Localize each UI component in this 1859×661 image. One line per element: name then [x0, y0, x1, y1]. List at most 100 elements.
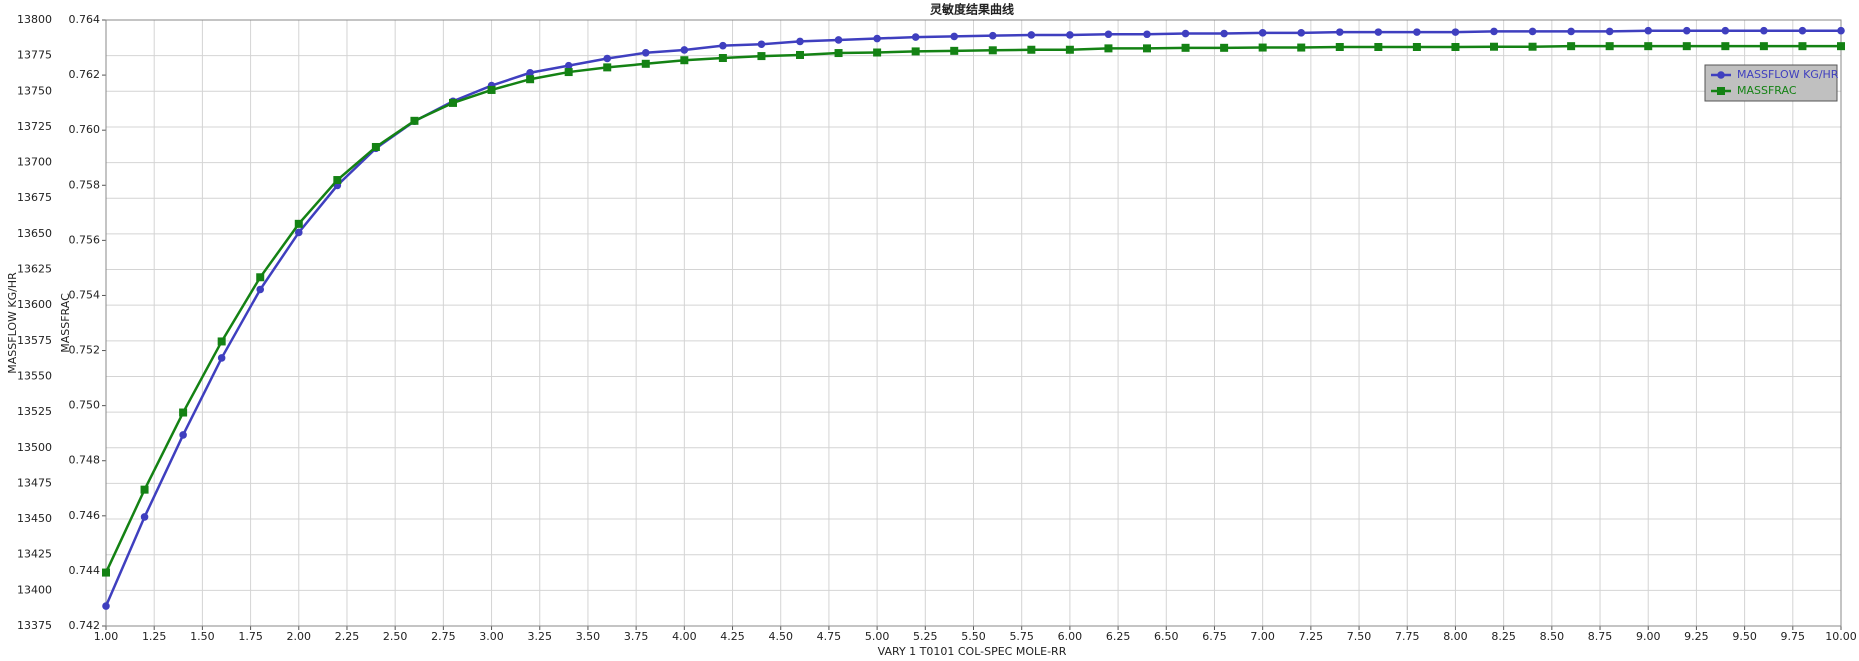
- marker: [1258, 29, 1267, 37]
- marker: [1605, 42, 1614, 51]
- marker: [796, 37, 804, 46]
- marker: [1567, 42, 1576, 51]
- x-tick-label: 5.75: [1009, 630, 1034, 643]
- marker: [1374, 42, 1383, 51]
- x-tick-label: 2.00: [287, 630, 312, 643]
- marker: [294, 228, 303, 237]
- marker: [140, 485, 149, 494]
- marker: [1297, 29, 1306, 37]
- marker: [140, 513, 149, 521]
- marker: [217, 354, 226, 362]
- y-tick-label: 13650: [17, 227, 52, 240]
- marker: [1567, 27, 1575, 36]
- marker: [179, 408, 188, 417]
- marker: [834, 36, 843, 44]
- marker: [1721, 42, 1730, 51]
- marker: [1258, 43, 1267, 52]
- x-tick-label: 4.25: [720, 630, 745, 643]
- x-tick-label: 6.25: [1106, 630, 1131, 643]
- y2-tick-label: 0.760: [69, 123, 101, 136]
- marker: [256, 285, 265, 294]
- x-tick-label: 2.25: [335, 630, 360, 643]
- marker: [371, 142, 380, 151]
- marker: [1065, 45, 1074, 54]
- marker: [1220, 43, 1229, 52]
- legend-label: MASSFLOW KG/HR: [1737, 68, 1839, 81]
- marker: [603, 63, 612, 72]
- x-tick-label: 7.50: [1347, 630, 1372, 643]
- marker: [1721, 26, 1730, 35]
- marker: [1798, 42, 1807, 51]
- x-tick-label: 2.75: [431, 630, 456, 643]
- marker: [680, 56, 689, 65]
- chart-title: 灵敏度结果曲线: [930, 2, 1014, 17]
- x-tick-label: 9.50: [1732, 630, 1757, 643]
- marker: [1759, 42, 1768, 51]
- x-tick-label: 3.50: [576, 630, 601, 643]
- marker: [834, 49, 843, 58]
- marker: [1220, 29, 1228, 38]
- y2-tick-label: 0.744: [69, 564, 101, 577]
- series-line: [104, 44, 1841, 574]
- marker: [333, 176, 342, 185]
- marker: [680, 46, 689, 54]
- legend-marker: [1717, 87, 1725, 95]
- marker: [603, 54, 612, 63]
- x-tick-label: 1.50: [190, 630, 215, 643]
- marker: [1143, 30, 1151, 39]
- y-tick-label: 13475: [17, 476, 52, 489]
- y-tick-label: 13425: [17, 548, 52, 561]
- marker: [873, 48, 882, 57]
- marker: [1837, 26, 1845, 35]
- marker: [102, 602, 110, 610]
- y2-tick-label: 0.752: [69, 344, 101, 357]
- marker: [1490, 42, 1498, 51]
- x-tick-label: 5.25: [913, 630, 938, 643]
- marker: [1027, 45, 1036, 54]
- x-tick-label: 4.00: [672, 630, 697, 643]
- plot-frame: [105, 19, 1842, 627]
- marker: [179, 431, 187, 439]
- y-tick-label: 13550: [17, 369, 52, 382]
- x-tick-label: 6.75: [1202, 630, 1227, 643]
- marker: [1760, 26, 1768, 35]
- x-tick-label: 3.75: [624, 630, 649, 643]
- legend: MASSFLOW KG/HR MASSFRAC: [1704, 64, 1839, 102]
- y-tick-label: 13800: [17, 13, 52, 26]
- marker: [1412, 42, 1421, 51]
- marker: [1335, 28, 1344, 36]
- marker: [718, 54, 727, 63]
- x-tick-label: 10.00: [1825, 630, 1857, 643]
- y-tick-label: 13700: [17, 156, 52, 169]
- x-tick-label: 4.75: [817, 630, 842, 643]
- x-tick-label: 6.00: [1058, 630, 1083, 643]
- y-tick-label: 13775: [17, 49, 52, 62]
- marker: [487, 85, 496, 94]
- y-axis-label: MASSFLOW KG/HR: [6, 272, 19, 374]
- marker: [1490, 27, 1498, 36]
- marker: [988, 46, 997, 55]
- x-tick-label: 7.00: [1250, 630, 1275, 643]
- marker: [1027, 31, 1036, 39]
- x-tick-label: 4.50: [768, 630, 793, 643]
- marker: [1143, 44, 1151, 53]
- y2-tick-label: 0.758: [69, 178, 101, 191]
- y-tick-label: 13725: [17, 120, 52, 133]
- x-axis-label: VARY 1 T0101 COL-SPEC MOLE-RR: [878, 645, 1067, 658]
- x-tick-label: 9.00: [1636, 630, 1661, 643]
- marker: [641, 59, 650, 68]
- y-tick-label: 13575: [17, 334, 52, 347]
- x-tick-label: 6.50: [1154, 630, 1179, 643]
- marker: [911, 33, 920, 41]
- y2-tick-label: 0.754: [69, 288, 101, 301]
- marker: [1066, 31, 1074, 39]
- marker: [1451, 28, 1460, 36]
- marker: [564, 68, 573, 77]
- marker: [526, 68, 534, 77]
- y-tick-label: 13750: [17, 84, 52, 97]
- legend-label: MASSFRAC: [1737, 84, 1797, 97]
- marker: [988, 31, 997, 40]
- marker: [1181, 29, 1190, 38]
- marker: [102, 568, 110, 577]
